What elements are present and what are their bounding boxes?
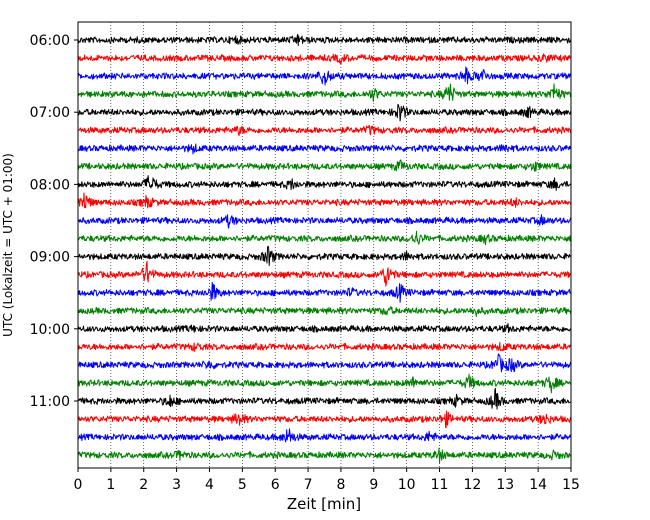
- seismic-trace: [77, 214, 572, 229]
- x-axis-label: Zeit [min]: [287, 495, 361, 513]
- x-tick-label: 12: [463, 477, 481, 493]
- y-tick-label: 09:00: [30, 250, 70, 266]
- x-tick-label: 0: [74, 477, 83, 493]
- x-tick-label: 11: [431, 477, 449, 493]
- x-tick-label: 7: [304, 477, 313, 493]
- plot-frame: [77, 21, 572, 469]
- x-tick-label: 9: [369, 477, 378, 493]
- seismic-trace: [77, 230, 572, 246]
- seismic-trace: [77, 53, 572, 65]
- seismic-trace: [77, 341, 572, 352]
- x-axis-ticks: 0 1 2 3 4 5 6 7 8 9 10 11 12 13 14 15: [74, 468, 580, 493]
- seismic-trace: [77, 124, 572, 137]
- seismic-trace: [77, 373, 572, 394]
- seismic-trace: [77, 143, 572, 155]
- seismic-trace: [77, 410, 572, 429]
- y-tick-label: 07:00: [30, 105, 70, 121]
- seismic-traces: [77, 33, 572, 464]
- y-axis-label: UTC (Lokalzeit = UTC + 01:00): [1, 153, 15, 337]
- x-tick-label: 15: [562, 477, 580, 493]
- seismic-trace: [77, 388, 572, 410]
- x-tick-label: 14: [529, 477, 547, 493]
- seismic-trace: [77, 281, 572, 303]
- x-tick-label: 4: [205, 477, 214, 493]
- seismic-trace: [77, 192, 572, 209]
- seismic-trace: [77, 260, 572, 287]
- y-axis-ticks: 06:00 07:00 08:00 09:00 10:00 11:00: [30, 33, 78, 410]
- seismic-trace: [77, 159, 572, 172]
- seismic-trace: [77, 33, 572, 47]
- seismic-trace: [77, 83, 572, 102]
- x-tick-label: 13: [496, 477, 514, 493]
- seismic-trace: [77, 353, 572, 373]
- y-tick-label: 10:00: [30, 322, 70, 338]
- x-tick-label: 5: [238, 477, 247, 493]
- x-gridlines: [110, 22, 539, 468]
- x-tick-label: 3: [172, 477, 181, 493]
- seismic-trace: [77, 245, 572, 266]
- y-tick-label: 08:00: [30, 177, 70, 193]
- seismic-trace: [77, 428, 572, 443]
- seismic-trace: [77, 66, 572, 86]
- y-tick-label: 11:00: [30, 394, 70, 410]
- x-tick-label: 6: [271, 477, 280, 493]
- seismic-trace: [77, 175, 572, 191]
- x-tick-label: 2: [139, 477, 148, 493]
- seismic-trace: [77, 323, 572, 334]
- x-tick-label: 8: [336, 477, 345, 493]
- seismic-trace: [77, 306, 572, 317]
- x-tick-label: 10: [398, 477, 416, 493]
- seismic-trace: [77, 447, 572, 464]
- x-tick-label: 1: [106, 477, 115, 493]
- seismic-trace: [77, 103, 572, 122]
- y-tick-label: 06:00: [30, 33, 70, 49]
